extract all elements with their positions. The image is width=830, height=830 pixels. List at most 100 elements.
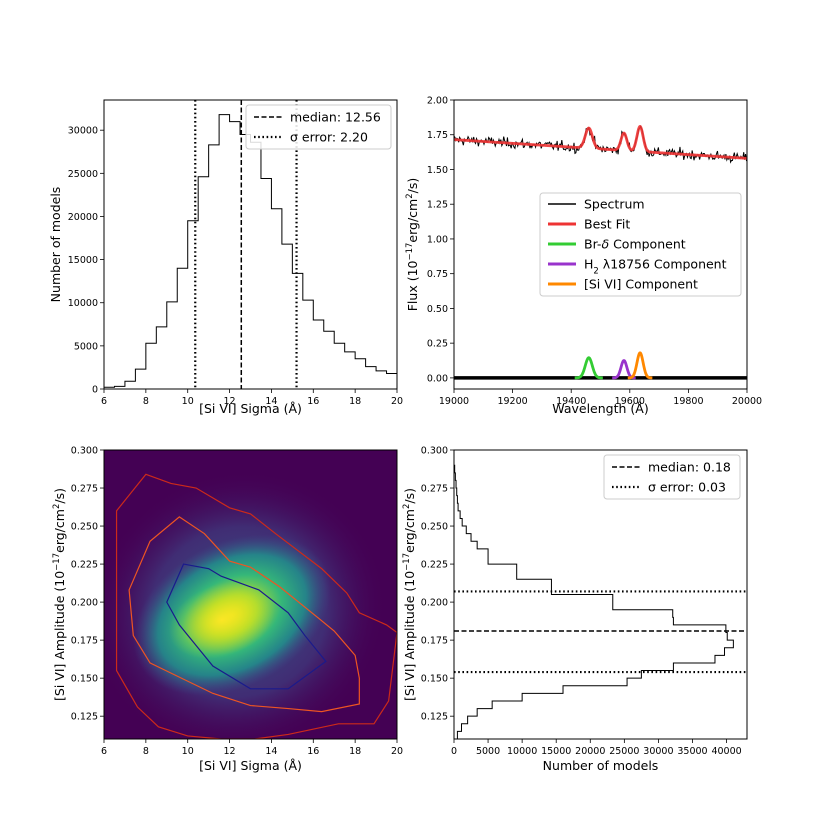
y-tick-label: 0.75	[427, 269, 448, 280]
legend: median: 12.56 σ error: 2.20	[245, 104, 392, 150]
x-tick-label: 19800	[673, 396, 703, 407]
x-tick-label: 8	[143, 396, 149, 407]
y-tick-label: 1.50	[427, 165, 448, 176]
x-tick-label: 16	[307, 746, 319, 757]
x-axis-label: Number of models	[543, 758, 659, 773]
x-tick-label: 14	[265, 396, 277, 407]
x-tick-label: 35000	[677, 746, 707, 757]
legend-h2: H2 λ18756 Component	[584, 257, 727, 277]
y-tick-label: 0.250	[421, 522, 448, 533]
y-tick-label: 0.250	[71, 522, 98, 533]
best-fit-line	[453, 125, 748, 160]
x-tick-label: 6	[101, 396, 107, 407]
y-tick-label: 0	[92, 385, 98, 396]
y-axis-label: [Si VI] Amplitude (10−17erg/cm2/s)	[402, 488, 417, 701]
legend: median: 0.18 σ error: 0.03	[603, 454, 741, 500]
x-tick-label: 18	[349, 396, 361, 407]
density-peak	[168, 581, 276, 659]
x-tick-label: 12	[224, 746, 236, 757]
y-tick-label: 0.175	[421, 636, 448, 647]
y-axis-label: [Si VI] Amplitude (10−17erg/cm2/s)	[52, 488, 67, 701]
x-tick-label: 10	[182, 746, 194, 757]
density-contour-3	[115, 473, 397, 739]
density-contour-1	[166, 563, 327, 690]
y-tick-label: 0.300	[421, 446, 448, 457]
joint-density-panel: 6 8 10 12 14 16 18 20 0.125 0.150 0.175 0.200 0.225…	[52, 446, 403, 774]
y-tick-label: 0.25	[427, 339, 448, 350]
legend-sigma-error: σ error: 2.20	[290, 130, 368, 145]
y-tick-label: 0.200	[71, 598, 98, 609]
plot-frame	[103, 449, 398, 740]
y-tick-label: 1.00	[427, 234, 448, 245]
y-tick-label: 0.125	[421, 712, 448, 723]
legend-median: median: 0.18	[648, 460, 731, 475]
x-tick-label: 15000	[541, 746, 571, 757]
legend-spectrum: Spectrum	[584, 197, 645, 212]
amplitude-histogram-panel: 0 5000 10000 15000 20000 25000 30000 35000 40000…	[402, 446, 748, 773]
x-tick-label: 20	[391, 396, 403, 407]
sigma-histogram-panel: 6 8 10 12 14 16 18 20 0 5000 10000 15000 20000 25000…	[48, 99, 403, 416]
x-axis-label: [Si VI] Sigma (Å)	[199, 758, 302, 773]
spectrum-fit-panel: 19000 19200 19400 19600 19800 20000 0.00 0.25 0…	[405, 96, 762, 417]
y-tick-label: 20000	[68, 212, 98, 223]
plot-frame	[453, 99, 748, 390]
legend: Spectrum Best Fit Br-δ Component H2 λ187…	[539, 192, 742, 297]
legend-br-delta: Br-δ Component	[584, 237, 686, 252]
legend-best-fit: Best Fit	[584, 217, 630, 232]
x-tick-label: 10	[182, 396, 194, 407]
histogram-steps	[103, 114, 398, 389]
y-axis-label: Flux (10−17erg/cm2/s)	[405, 178, 420, 312]
br-delta-component-line	[574, 356, 603, 380]
si-vi-component-line	[627, 351, 653, 380]
x-tick-label: 19200	[497, 396, 527, 407]
y-tick-label: 0.125	[71, 712, 98, 723]
density-contour-2	[128, 516, 360, 713]
y-axis-label: Number of models	[48, 187, 63, 303]
x-tick-label: 16	[307, 396, 319, 407]
y-tick-label: 0.225	[71, 560, 98, 571]
y-tick-label: 1.25	[427, 200, 448, 211]
x-tick-label: 5000	[476, 746, 500, 757]
y-tick-label: 1.75	[427, 130, 448, 141]
plot-frame	[103, 99, 398, 390]
y-tick-label: 10000	[68, 298, 98, 309]
y-tick-label: 0.150	[71, 674, 98, 685]
x-tick-label: 20	[391, 746, 403, 757]
y-tick-label: 0.275	[71, 484, 98, 495]
legend-si-vi: [Si VI] Component	[584, 277, 698, 292]
x-tick-label: 12	[224, 396, 236, 407]
y-tick-label: 0.200	[421, 598, 448, 609]
y-tick-label: 30000	[68, 126, 98, 137]
x-tick-label: 8	[143, 746, 149, 757]
x-tick-label: 40000	[711, 746, 741, 757]
x-axis-label: Wavelength (Å)	[552, 401, 648, 416]
y-tick-label: 0.175	[71, 636, 98, 647]
histogram-steps	[453, 464, 734, 740]
legend-sigma-error: σ error: 0.03	[648, 480, 726, 495]
x-tick-label: 14	[265, 746, 277, 757]
y-tick-label: 0.300	[71, 446, 98, 457]
x-axis-label: [Si VI] Sigma (Å)	[199, 401, 302, 416]
x-tick-label: 25000	[609, 746, 639, 757]
x-tick-label: 6	[101, 746, 107, 757]
y-tick-label: 15000	[68, 255, 98, 266]
x-tick-label: 19400	[556, 396, 586, 407]
y-tick-label: 5000	[74, 341, 98, 352]
legend-median: median: 12.56	[290, 110, 381, 125]
x-tick-label: 0	[451, 746, 457, 757]
y-tick-label: 25000	[68, 169, 98, 180]
y-tick-label: 0.225	[421, 560, 448, 571]
y-tick-label: 2.00	[427, 96, 448, 107]
x-tick-label: 20000	[732, 396, 762, 407]
y-tick-label: 0.150	[421, 674, 448, 685]
x-tick-label: 18	[349, 746, 361, 757]
x-tick-label: 30000	[643, 746, 673, 757]
plot-frame	[453, 449, 748, 740]
y-tick-label: 0.50	[427, 304, 448, 315]
y-tick-label: 0.00	[427, 373, 448, 384]
x-tick-label: 10000	[507, 746, 537, 757]
x-tick-label: 19000	[439, 396, 469, 407]
y-tick-label: 0.275	[421, 484, 448, 495]
x-tick-label: 19600	[615, 396, 645, 407]
